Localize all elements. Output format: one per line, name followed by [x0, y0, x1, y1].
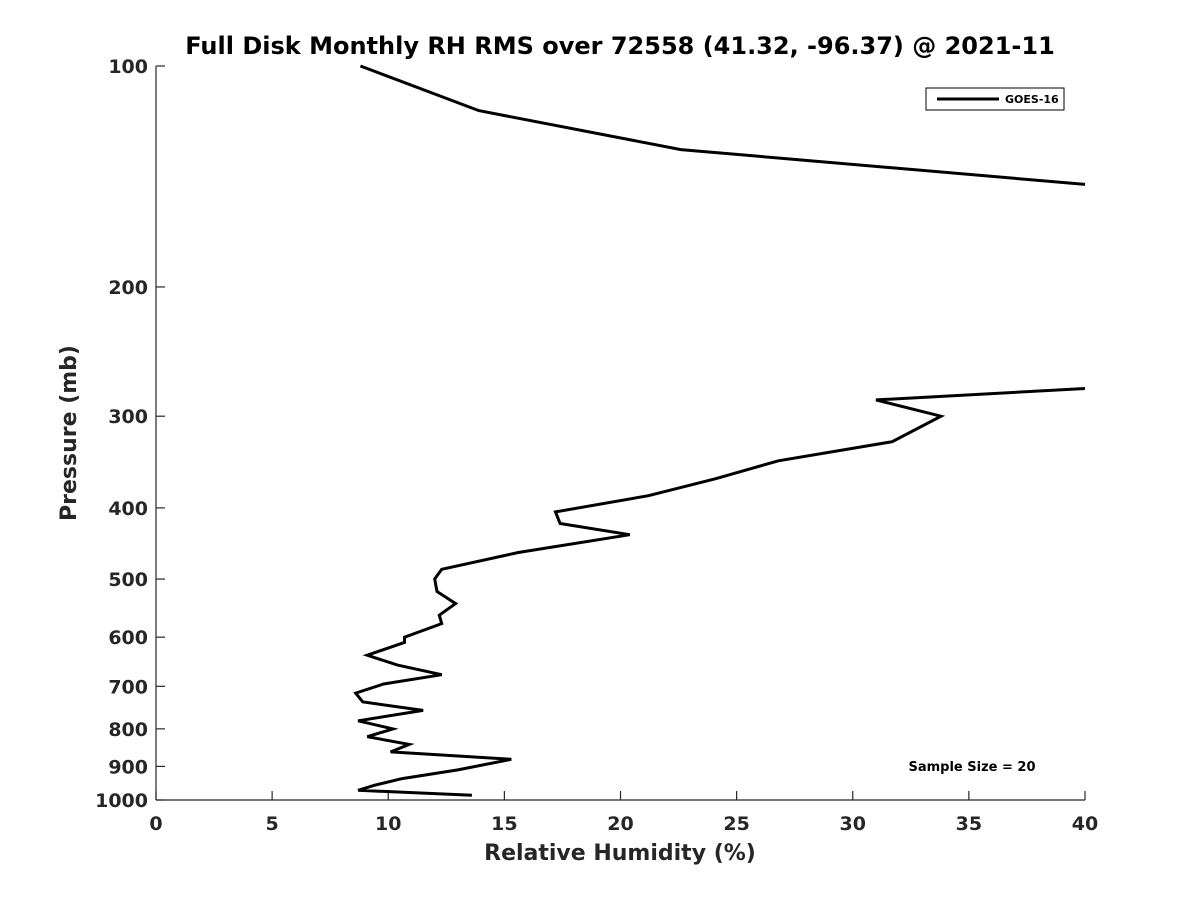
x-tick-label: 0	[149, 813, 162, 835]
y-tick-label: 700	[108, 676, 148, 698]
x-tick-label: 5	[266, 813, 279, 835]
x-tick-label: 40	[1072, 813, 1098, 835]
y-ticks: 100 200 300 400 500 600 700 800 900 1000	[95, 56, 165, 812]
legend: GOES-16	[925, 87, 1065, 111]
series-layer	[353, 64, 1086, 797]
x-tick-label: 20	[607, 813, 633, 835]
x-tick-label: 35	[956, 813, 982, 835]
y-tick-label: 500	[108, 569, 148, 591]
x-ticks: 0 5 10 15 20 25 30 35 40	[149, 791, 1098, 835]
x-tick-label: 25	[723, 813, 749, 835]
x-tick-label: 10	[375, 813, 401, 835]
y-tick-label: 200	[108, 277, 148, 299]
y-tick-label: 300	[108, 406, 148, 428]
x-tick-label: 15	[491, 813, 517, 835]
y-tick-label: 1000	[95, 790, 148, 812]
x-axis-label: Relative Humidity (%)	[484, 841, 756, 866]
legend-label-goes-16: GOES-16	[1005, 93, 1059, 106]
y-tick-label: 100	[108, 56, 148, 78]
y-tick-label: 400	[108, 498, 148, 520]
series-line-goes-16	[359, 64, 1086, 186]
y-tick-label: 900	[108, 756, 148, 778]
y-axis-label: Pressure (mb)	[57, 345, 82, 521]
x-tick-label: 30	[840, 813, 866, 835]
plot-area: 0 5 10 15 20 25 30 35 40 100 200 300 400 500 600 700 80…	[95, 56, 1098, 835]
y-tick-label: 800	[108, 719, 148, 741]
y-tick-label: 600	[108, 627, 148, 649]
chart-title: Full Disk Monthly RH RMS over 72558 (41.…	[185, 32, 1055, 60]
series-line-goes-16	[353, 387, 1086, 797]
sample-size-annotation: Sample Size = 20	[908, 760, 1035, 775]
